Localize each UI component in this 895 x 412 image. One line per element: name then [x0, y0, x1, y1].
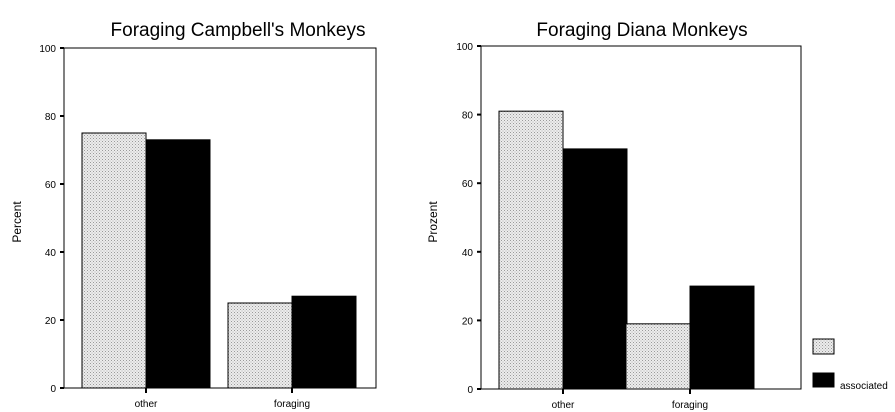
- x-category-label: other: [552, 400, 575, 411]
- x-category-label: foraging: [274, 399, 310, 410]
- y-tick-label: 0: [50, 384, 56, 395]
- x-category-label: foraging: [672, 400, 708, 411]
- bars: [498, 110, 755, 390]
- y-tick-label: 40: [462, 248, 474, 259]
- legend-swatch-associated: [812, 372, 835, 388]
- y-tick-label: 20: [462, 316, 474, 327]
- x-categories: other foraging: [135, 388, 310, 410]
- chart-diana: Foraging Diana Monkeys Prozent 0 20 40 60 80…: [426, 20, 802, 411]
- y-tick-label: 60: [45, 180, 57, 191]
- chart-campbells: Foraging Campbell's Monkeys Percent 0 20 4…: [10, 20, 377, 410]
- y-tick-label: 100: [39, 44, 56, 55]
- legend: associated: [812, 338, 888, 392]
- legend-swatch-series-1: [812, 338, 835, 355]
- y-tick-label: 60: [462, 179, 474, 190]
- y-tick-label: 20: [45, 316, 57, 327]
- bar-series-1-foraging: [625, 323, 691, 390]
- bar-associated-foraging: [689, 285, 755, 390]
- y-tick-label: 80: [462, 111, 474, 122]
- y-ticks: 0 20 40 60 80 100: [39, 44, 64, 395]
- bar-associated-other: [145, 139, 211, 389]
- y-ticks: 0 20 40 60 80 100: [456, 42, 481, 396]
- y-tick-label: 100: [456, 42, 473, 53]
- x-category-label: other: [135, 399, 158, 410]
- bar-associated-foraging: [291, 295, 357, 389]
- legend-label-associated: associated: [840, 381, 888, 392]
- bar-series-1-other: [81, 132, 147, 389]
- y-tick-label: 80: [45, 112, 57, 123]
- bar-series-1-foraging: [227, 302, 293, 389]
- y-axis-label: Percent: [10, 201, 24, 243]
- y-tick-label: 0: [467, 385, 473, 396]
- plot-frame: [63, 47, 377, 389]
- bar-series-1-other: [498, 110, 564, 390]
- x-categories: other foraging: [552, 389, 708, 411]
- y-tick-label: 40: [45, 248, 57, 259]
- y-axis-label: Prozent: [426, 201, 440, 243]
- chart-title: Foraging Campbell's Monkeys: [111, 20, 366, 41]
- bar-associated-other: [562, 148, 628, 390]
- chart-title: Foraging Diana Monkeys: [536, 20, 747, 41]
- bars: [81, 132, 357, 389]
